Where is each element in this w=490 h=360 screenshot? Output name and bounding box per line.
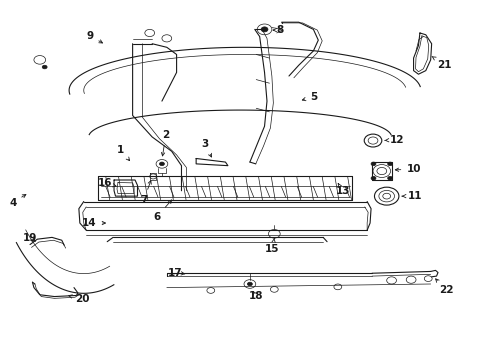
Text: 16: 16 [98, 178, 116, 188]
Circle shape [388, 162, 392, 166]
Text: 17: 17 [167, 267, 185, 278]
Text: 21: 21 [432, 57, 452, 69]
Text: 14: 14 [82, 218, 105, 228]
Text: 9: 9 [87, 31, 102, 43]
Text: 1: 1 [117, 144, 129, 161]
Text: 22: 22 [436, 279, 454, 296]
Text: 7: 7 [140, 181, 151, 205]
Text: 13: 13 [336, 184, 350, 197]
Text: 8: 8 [273, 25, 284, 35]
Circle shape [159, 162, 164, 166]
Circle shape [247, 282, 252, 286]
Text: 3: 3 [201, 139, 212, 157]
Text: 2: 2 [161, 130, 170, 156]
Circle shape [388, 176, 392, 180]
Text: 5: 5 [302, 92, 317, 102]
Circle shape [371, 176, 376, 180]
Text: 6: 6 [153, 200, 172, 221]
Circle shape [261, 27, 268, 32]
Text: 12: 12 [385, 135, 405, 145]
Text: 4: 4 [9, 194, 26, 208]
Circle shape [42, 65, 47, 69]
Text: 20: 20 [69, 294, 90, 304]
Text: 11: 11 [402, 191, 422, 201]
Circle shape [371, 162, 376, 166]
Text: 18: 18 [248, 291, 263, 301]
Text: 19: 19 [23, 233, 37, 243]
Text: 15: 15 [265, 239, 280, 254]
Text: 10: 10 [395, 164, 421, 174]
